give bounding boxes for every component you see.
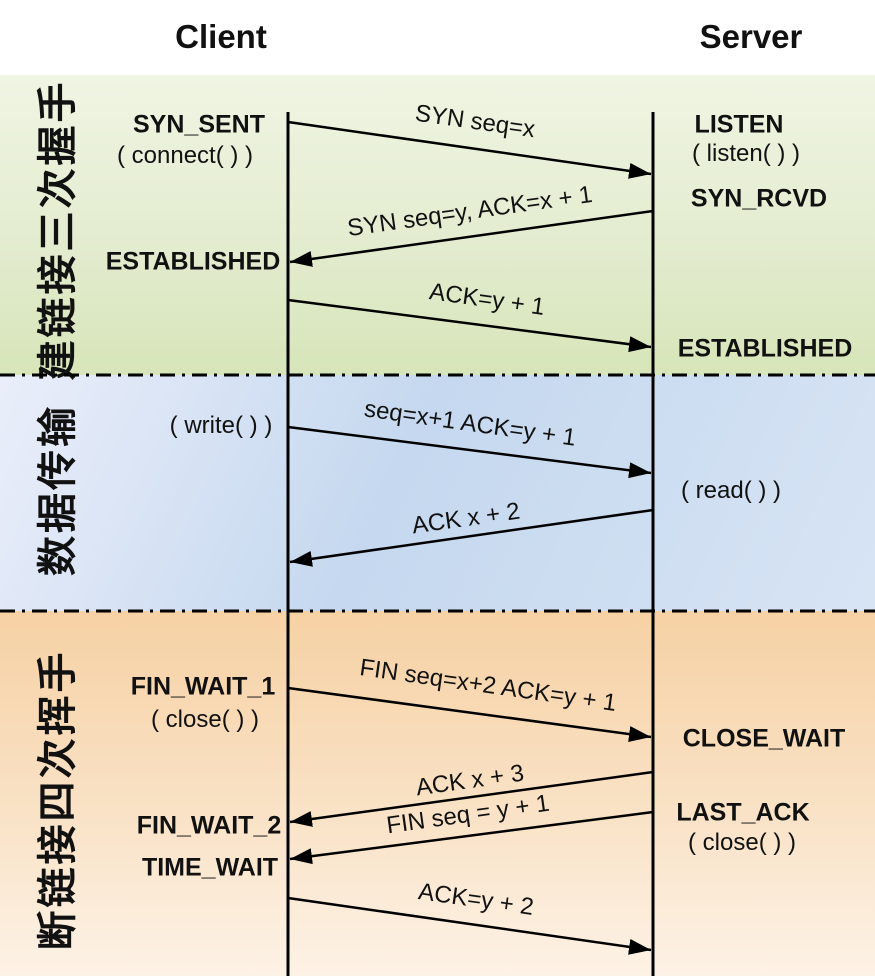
client-state-syn-sent: SYN_SENT [133,110,265,139]
server-call-close: ( close( ) ) [688,829,796,856]
client-state-fin-wait-1: FIN_WAIT_1 [130,672,276,701]
client-column-title: Client [175,18,267,55]
section-data-transfer [0,375,875,611]
server-state-syn-rcvd: SYN_RCVD [690,184,828,213]
section-label-transfer: 数据传输 [35,404,80,576]
client-state-established: ESTABLISHED [105,247,281,276]
section-label-handshake: 建链接三次握手 [35,79,80,381]
server-column-title: Server [699,18,803,55]
client-state-fin-wait-2: FIN_WAIT_2 [136,811,282,840]
client-call-write: ( write( ) ) [169,412,273,439]
client-call-connect: ( connect( ) ) [116,142,254,169]
server-state-established: ESTABLISHED [677,334,853,363]
section-label-teardown: 断链接四次挥手 [35,649,80,951]
server-state-close-wait: CLOSE_WAIT [682,724,846,753]
client-call-close: ( close( ) ) [151,706,259,733]
client-state-time-wait: TIME_WAIT [141,853,279,882]
server-state-listen: LISTEN [694,110,784,139]
server-call-read: ( read( ) ) [680,477,782,504]
server-call-listen: ( listen( ) ) [692,140,800,167]
server-state-last-ack: LAST_ACK [676,798,810,827]
